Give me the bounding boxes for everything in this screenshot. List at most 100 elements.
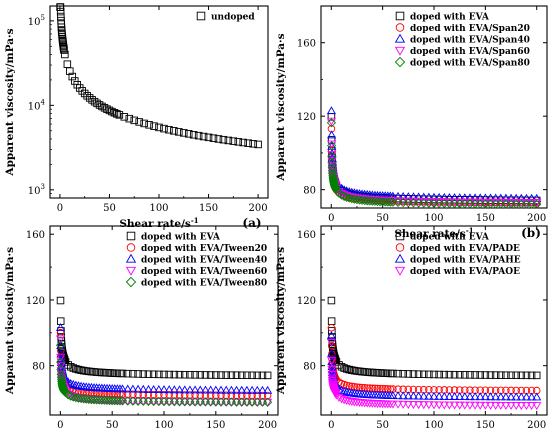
data-point [403,192,413,201]
data-point [326,331,336,340]
legend-marker [394,56,406,68]
series-2 [327,323,541,395]
data-point [471,371,479,379]
data-point [366,368,374,377]
data-point [455,371,464,379]
data-point [212,371,220,379]
data-point [129,370,137,378]
data-point [522,371,531,380]
data-point [63,390,73,400]
data-point [491,193,501,202]
x-tick-label: 150 [206,420,225,431]
data-point [331,185,342,195]
data-point [344,193,354,203]
y-tick-label: 160 [297,39,316,50]
data-point [480,392,490,401]
data-point [56,296,65,305]
data-point [475,392,485,401]
data-point [419,391,429,400]
data-point [439,391,449,400]
data-point [71,77,79,85]
data-point [517,371,526,380]
data-point [496,401,506,410]
data-point [69,364,78,372]
data-point [434,401,444,410]
data-point [123,369,132,378]
data-point [204,133,213,142]
data-point [439,401,449,410]
data-point [521,392,532,401]
data-point [160,124,168,133]
data-point [56,353,66,362]
data-point [470,392,480,401]
data-point [254,140,262,149]
data-point [485,401,496,410]
data-point [61,50,69,59]
data-point [439,192,449,201]
data-point [331,391,341,400]
data-point [57,12,65,21]
data-point [120,113,129,121]
x-tick-label: 50 [106,420,119,431]
legend-marker [125,253,137,263]
data-point [480,401,490,410]
data-point [244,139,252,147]
x-axis-label: Shear rate/s-1 [119,216,198,230]
data-point [521,402,532,411]
x-tick-label: 0 [328,213,334,224]
data-point [170,370,179,379]
legend-entry: doped with EVA [410,233,490,243]
data-point [327,323,336,332]
legend-marker [196,11,206,21]
data-point [419,401,429,410]
x-tick-label: 50 [103,203,116,214]
y-tick-label: 120 [26,296,45,307]
data-point [71,380,81,389]
data-point [414,192,424,201]
data-point [532,193,542,202]
series-3 [55,323,273,394]
data-point [184,130,193,138]
legend-marker [126,231,136,241]
data-point [186,371,194,379]
data-point [243,371,251,380]
data-point [123,384,133,393]
data-point [502,371,510,379]
data-point [386,369,395,378]
data-point [55,335,66,344]
x-tick-label: 0 [57,203,63,214]
x-tick-label: 100 [154,420,173,431]
legend-entry: doped with EVA [410,13,490,23]
data-point [253,371,262,380]
data-point [455,401,465,410]
y-tick-label: 120 [297,296,316,307]
data-point [393,391,403,400]
legend-marker [394,253,406,263]
data-point [57,333,65,341]
data-point [486,371,495,379]
y-axis-label: Apparent viscosity/mPa·s [4,28,16,176]
data-point [191,371,199,379]
legend-entry: undoped [211,13,255,23]
data-point [224,136,233,145]
data-point [327,140,337,149]
data-point [326,118,337,128]
data-point [221,385,231,394]
data-point [501,193,511,202]
data-point [159,385,169,394]
legend-entry: doped with EVA/Tween80 [141,279,267,289]
data-point [404,370,413,378]
data-point [449,401,460,410]
legend-marker [395,243,405,252]
x-tick-label: 200 [527,420,546,431]
data-point [342,397,352,406]
data-point [66,378,76,387]
data-point [497,371,505,379]
data-point [115,396,125,406]
data-point [327,140,337,151]
data-point [419,370,428,379]
data-point [339,191,349,201]
legend-marker [125,266,137,276]
data-point [521,193,532,202]
